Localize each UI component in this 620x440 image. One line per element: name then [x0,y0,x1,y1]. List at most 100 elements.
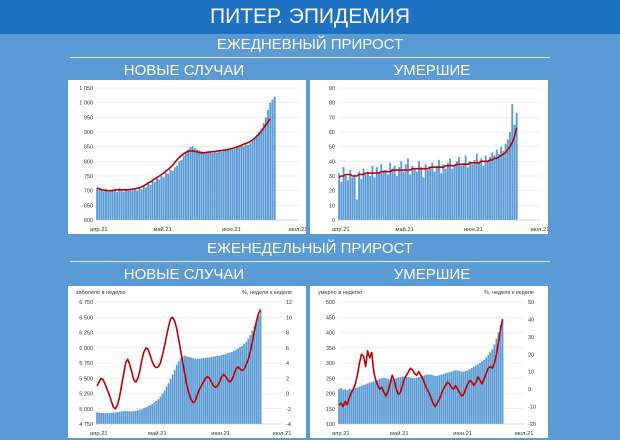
y-tick-label: 800 [84,159,93,165]
bar [162,177,165,220]
bar [243,344,246,424]
bar [247,144,249,220]
y-tick-label: 250 [326,376,335,382]
bar [231,352,233,424]
y2-tick-label: 8 [286,331,289,337]
page-title: ПИТЕР. ЭПИДЕМИЯ [210,5,410,28]
bar [495,338,498,424]
bar [379,378,381,424]
bar [370,381,373,424]
bar [446,372,449,424]
bar [491,152,494,220]
bar [122,411,125,424]
bar [395,378,398,424]
bar [110,412,113,424]
bar [96,412,98,424]
y-tick-label: 750 [84,174,93,180]
bar [405,376,408,424]
y-tick-label: 5 500 [79,376,93,382]
bar [149,184,152,220]
panel-title-weekly-deaths: УМЕРШИЕ [393,266,471,283]
bar [366,383,369,424]
y-tick-label: 6 000 [79,346,93,352]
bar [113,189,116,220]
bar [176,165,178,220]
bar [128,411,131,424]
bar [417,377,420,424]
bar [186,356,188,424]
bar [387,378,389,424]
bar [214,356,217,424]
bar [431,162,434,220]
bar [216,152,218,220]
bar [435,165,438,220]
bar [428,374,430,424]
bar [173,369,176,424]
bar [413,168,416,220]
section-divider [70,57,550,58]
bar [364,174,367,220]
bar [464,370,467,424]
bar [105,188,107,220]
y2-tick-label: 4 [286,361,289,367]
bar [360,178,363,220]
bar [129,189,132,220]
bar [130,411,133,424]
bar [262,123,265,220]
bar [378,173,381,220]
bar [485,357,488,424]
bar [382,171,385,220]
bar [212,356,215,424]
y-tick-label: 60 [329,130,335,136]
bar [107,191,110,220]
bar [433,171,436,220]
bar [131,190,134,220]
x-tick-label: июн.21 [453,431,472,437]
y-tick-label: 20 [329,189,335,195]
bar [220,355,223,424]
bar [160,176,163,220]
bar [145,407,147,424]
bar [360,385,363,424]
bar [213,151,216,220]
y2-tick-label: -10 [528,405,536,411]
bar [140,189,143,220]
bar [364,384,367,424]
bar [391,168,394,220]
bar [264,117,267,220]
bar [171,170,174,220]
bar [211,153,214,220]
y-tick-label: 40 [329,159,335,165]
bar [471,164,474,220]
x-tick-label: июн.21 [222,227,241,233]
y-tick-label: 600 [84,218,93,224]
bar [502,151,505,220]
bar [260,128,263,220]
bar [479,363,481,424]
bar [346,390,349,424]
bar [233,149,236,220]
bar [401,376,404,424]
bar [434,375,436,424]
bar [220,151,223,220]
y-tick-label: 90 [329,86,335,92]
y-tick-label: 50 [329,145,335,151]
left-axis-label: заболело в неделю [76,290,125,296]
y-tick-label: 5 000 [79,407,93,413]
bar [133,188,136,220]
y2-tick-label: 20 [528,352,534,358]
chart-svg-daily-cases: 600 650 700 750 800 850 900 950 1 000 1 050 апр.21… [79,86,306,233]
bar [367,171,369,220]
bar [204,152,207,220]
bar [200,151,203,220]
bar [506,139,509,220]
panel-title-weekly-cases: НОВЫЕ СЛУЧАИ [123,266,245,283]
bar [353,174,356,220]
bar [178,161,181,220]
bar [134,410,137,424]
bar [120,411,123,424]
bar [224,150,227,220]
bar [102,191,105,220]
bar [384,170,387,220]
bar [489,352,492,424]
